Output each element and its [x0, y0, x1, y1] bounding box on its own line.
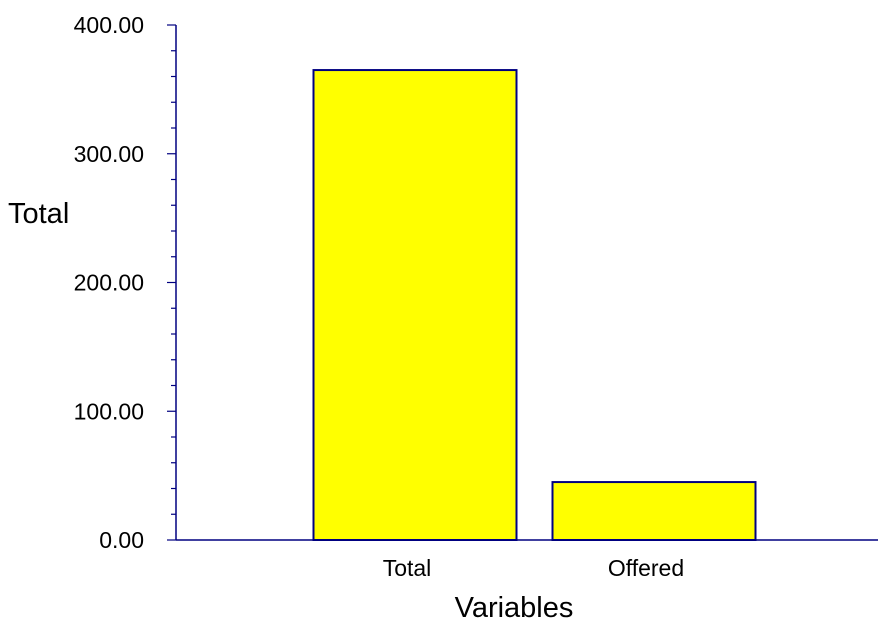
bar-offered	[551, 481, 757, 541]
y-tick-label: 100.00	[74, 398, 144, 424]
x-tick-label-offered: Offered	[608, 555, 684, 581]
y-ticks: 0.00 100.00 200.00 300.00 400.00	[74, 12, 176, 553]
y-tick-label: 200.00	[74, 270, 144, 296]
bar-total	[312, 69, 518, 541]
y-tick-label: 400.00	[74, 12, 144, 38]
axes	[175, 25, 878, 541]
x-tick-label-total: Total	[383, 555, 432, 581]
y-tick-label: 300.00	[74, 141, 144, 167]
y-axis-title: Total	[8, 198, 69, 230]
x-tick-labels: Total Offered	[383, 555, 684, 581]
x-axis-title: Variables	[455, 592, 574, 623]
bars	[312, 69, 757, 541]
y-tick-label: 0.00	[99, 527, 144, 553]
